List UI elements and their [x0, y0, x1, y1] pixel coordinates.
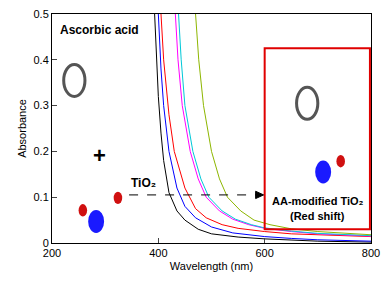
- svg-text:800: 800: [362, 247, 380, 259]
- svg-text:TiO₂: TiO₂: [131, 176, 156, 190]
- svg-text:0.1: 0.1: [34, 191, 49, 203]
- svg-text:Absorbance: Absorbance: [16, 99, 28, 158]
- svg-text:200: 200: [43, 247, 61, 259]
- svg-text:(Red shift): (Red shift): [290, 210, 345, 222]
- svg-text:+: +: [93, 143, 106, 168]
- svg-text:Wavelength (nm): Wavelength (nm): [170, 260, 253, 272]
- svg-text:Ascorbic acid: Ascorbic acid: [60, 23, 139, 37]
- svg-text:600: 600: [255, 247, 273, 259]
- svg-text:0.2: 0.2: [34, 145, 49, 157]
- svg-text:0.5: 0.5: [34, 8, 49, 20]
- svg-text:400: 400: [149, 247, 167, 259]
- svg-text:0: 0: [43, 237, 49, 249]
- svg-text:0.3: 0.3: [34, 99, 49, 111]
- svg-text:0.4: 0.4: [34, 54, 49, 66]
- svg-text:AA-modified TiO₂: AA-modified TiO₂: [272, 195, 364, 207]
